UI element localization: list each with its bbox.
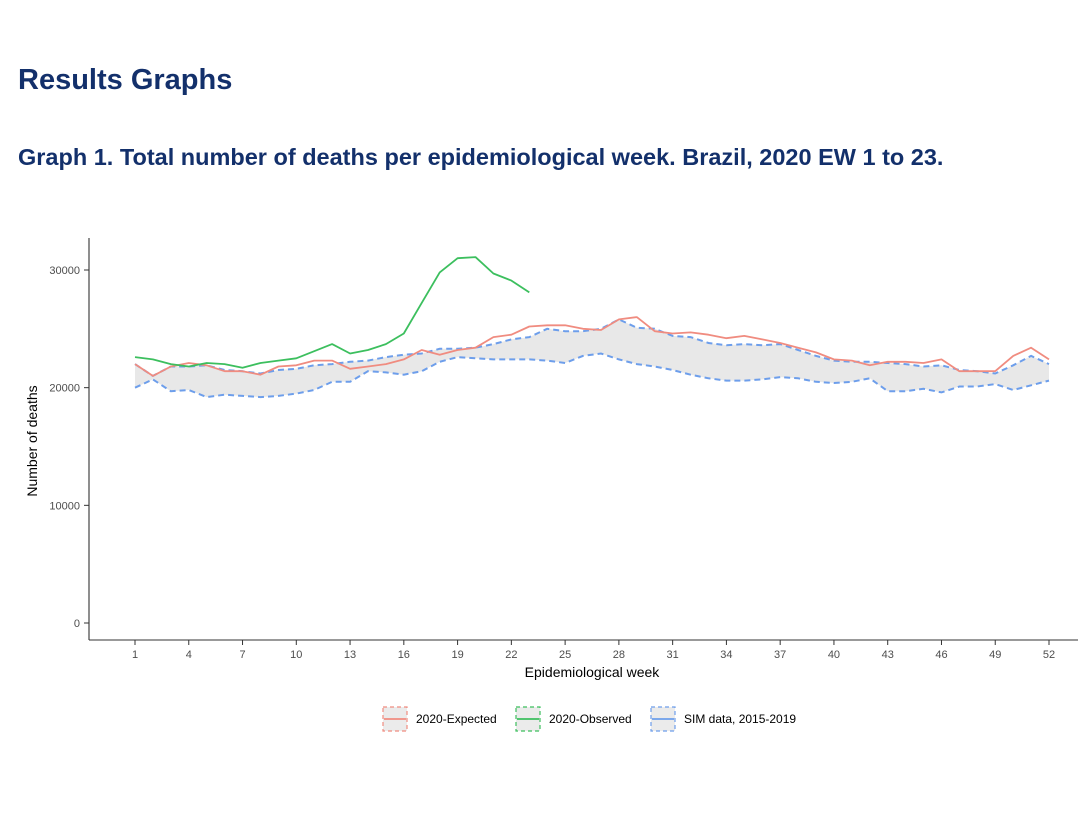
series-line-2020-expected [134, 316, 1050, 377]
y-tick-label: 30000 [49, 265, 80, 277]
legend-item-expected: 2020-Expected [382, 706, 497, 732]
x-tick-label: 28 [613, 649, 625, 661]
legend-label-sim: SIM data, 2015-2019 [684, 712, 796, 726]
x-tick-label: 52 [1043, 649, 1055, 661]
legend-label-observed: 2020-Observed [549, 712, 632, 726]
legend-item-observed: 2020-Observed [515, 706, 632, 732]
x-tick-label: 13 [344, 649, 356, 661]
sim-band-upper-line [134, 318, 1050, 378]
x-tick-label: 19 [451, 649, 463, 661]
x-tick-label: 1 [132, 649, 138, 661]
sim-band-area [135, 319, 1049, 398]
y-tick-label: 0 [74, 618, 80, 630]
graph-title: Graph 1. Total number of deaths per epid… [18, 144, 944, 170]
x-tick-label: 16 [398, 649, 410, 661]
x-tick-label: 34 [720, 649, 732, 661]
legend-item-sim: SIM data, 2015-2019 [650, 706, 796, 732]
x-tick-label: 37 [774, 649, 786, 661]
series-layer [134, 256, 1050, 377]
chart-legend: 2020-Expected 2020-Observed SIM data, 20… [382, 706, 796, 732]
x-axis-title: Epidemiological week [525, 664, 661, 680]
x-tick-label: 7 [239, 649, 245, 661]
page-heading: Results Graphs [18, 64, 233, 96]
legend-label-expected: 2020-Expected [416, 712, 497, 726]
axes-layer [88, 238, 1078, 641]
sim-band-layer [134, 318, 1050, 399]
x-tick-label: 49 [989, 649, 1001, 661]
x-tick-label: 40 [828, 649, 840, 661]
x-ticks: 1 4 7 10 13 16 19 22 25 28 31 34 37 40 43 46 49 52 [132, 640, 1055, 661]
x-tick-label: 4 [186, 649, 192, 661]
x-tick-label: 22 [505, 649, 517, 661]
series-line-2020-observed [134, 256, 530, 369]
sim-band-lower-line [134, 352, 1050, 399]
y-tick-label: 10000 [49, 500, 80, 512]
x-tick-label: 43 [882, 649, 894, 661]
x-tick-label: 31 [667, 649, 679, 661]
y-axis-title: Number of deaths [24, 385, 40, 496]
x-tick-label: 10 [290, 649, 302, 661]
y-tick-label: 20000 [49, 383, 80, 395]
x-tick-label: 46 [935, 649, 947, 661]
y-ticks: 0 10000 20000 30000 [49, 265, 89, 630]
x-tick-label: 25 [559, 649, 571, 661]
